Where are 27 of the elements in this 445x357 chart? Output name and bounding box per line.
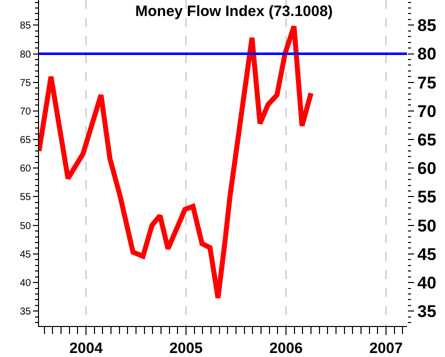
- x-tick-label: 2005: [169, 340, 203, 357]
- y-tick-label: 40: [20, 278, 32, 290]
- y2-tick-label: 60: [417, 159, 436, 178]
- y-tick-label: 35: [20, 306, 32, 318]
- x-tick-label: 2004: [69, 340, 104, 357]
- y2-tick-label: 75: [417, 73, 436, 92]
- y2-tick-label: 65: [417, 130, 436, 150]
- y-tick-label: 50: [20, 220, 32, 232]
- chart-title: Money Flow Index (73.1008): [135, 2, 333, 20]
- y2-tick-label: 50: [417, 216, 436, 236]
- y2-tick-label: 70: [417, 102, 436, 121]
- y2-tick-label: 40: [417, 273, 436, 292]
- y2-tick-label: 35: [417, 302, 436, 322]
- y-tick-label: 85: [20, 20, 32, 32]
- x-tick-label: 2007: [369, 340, 403, 357]
- y-tick-label: 60: [20, 164, 32, 175]
- y-tick-label: 70: [20, 106, 32, 118]
- y-tick-label: 75: [20, 78, 32, 89]
- y2-tick-label: 55: [417, 188, 436, 207]
- y2-tick-label: 45: [417, 244, 436, 264]
- y-tick-label: 55: [20, 192, 32, 204]
- y-tick-label: 80: [20, 49, 32, 60]
- y-tick-label: 65: [20, 135, 32, 146]
- y-tick-label: 45: [20, 249, 32, 260]
- y2-tick-label: 80: [417, 44, 436, 64]
- x-tick-label: 2006: [269, 340, 303, 357]
- y2-tick-label: 85: [417, 16, 436, 36]
